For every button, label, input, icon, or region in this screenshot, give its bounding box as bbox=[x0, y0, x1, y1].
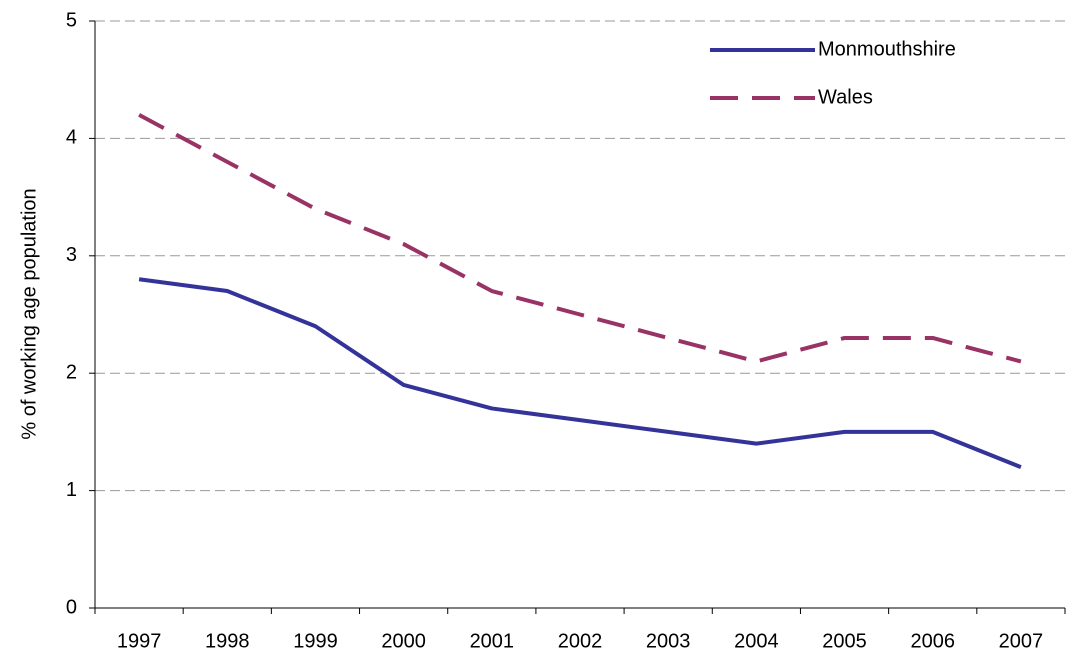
x-tick-label: 2007 bbox=[999, 630, 1044, 652]
x-tick-label: 1999 bbox=[293, 630, 338, 652]
y-axis-label: % of working age population bbox=[18, 188, 40, 439]
x-tick-label: 2006 bbox=[910, 630, 955, 652]
y-tick-label: 2 bbox=[66, 361, 77, 383]
legend-label: Wales bbox=[818, 86, 873, 108]
y-tick-label: 0 bbox=[66, 596, 77, 618]
x-tick-label: 2002 bbox=[558, 630, 603, 652]
y-tick-label: 3 bbox=[66, 244, 77, 266]
data-line bbox=[138, 113, 1022, 364]
x-tick-label: 1998 bbox=[205, 630, 250, 652]
legend-label: Monmouthshire bbox=[818, 38, 956, 60]
x-tick-label: 1997 bbox=[117, 630, 162, 652]
x-tick-label: 2003 bbox=[646, 630, 691, 652]
x-tick-label: 2000 bbox=[381, 630, 426, 652]
x-tick-label: 2001 bbox=[470, 630, 515, 652]
x-tick-label: 2004 bbox=[734, 630, 779, 652]
y-tick-label: 5 bbox=[66, 9, 77, 31]
y-tick-label: 4 bbox=[66, 127, 77, 149]
data-line bbox=[138, 277, 1022, 469]
x-tick-label: 2005 bbox=[822, 630, 867, 652]
y-tick-label: 1 bbox=[66, 479, 77, 501]
